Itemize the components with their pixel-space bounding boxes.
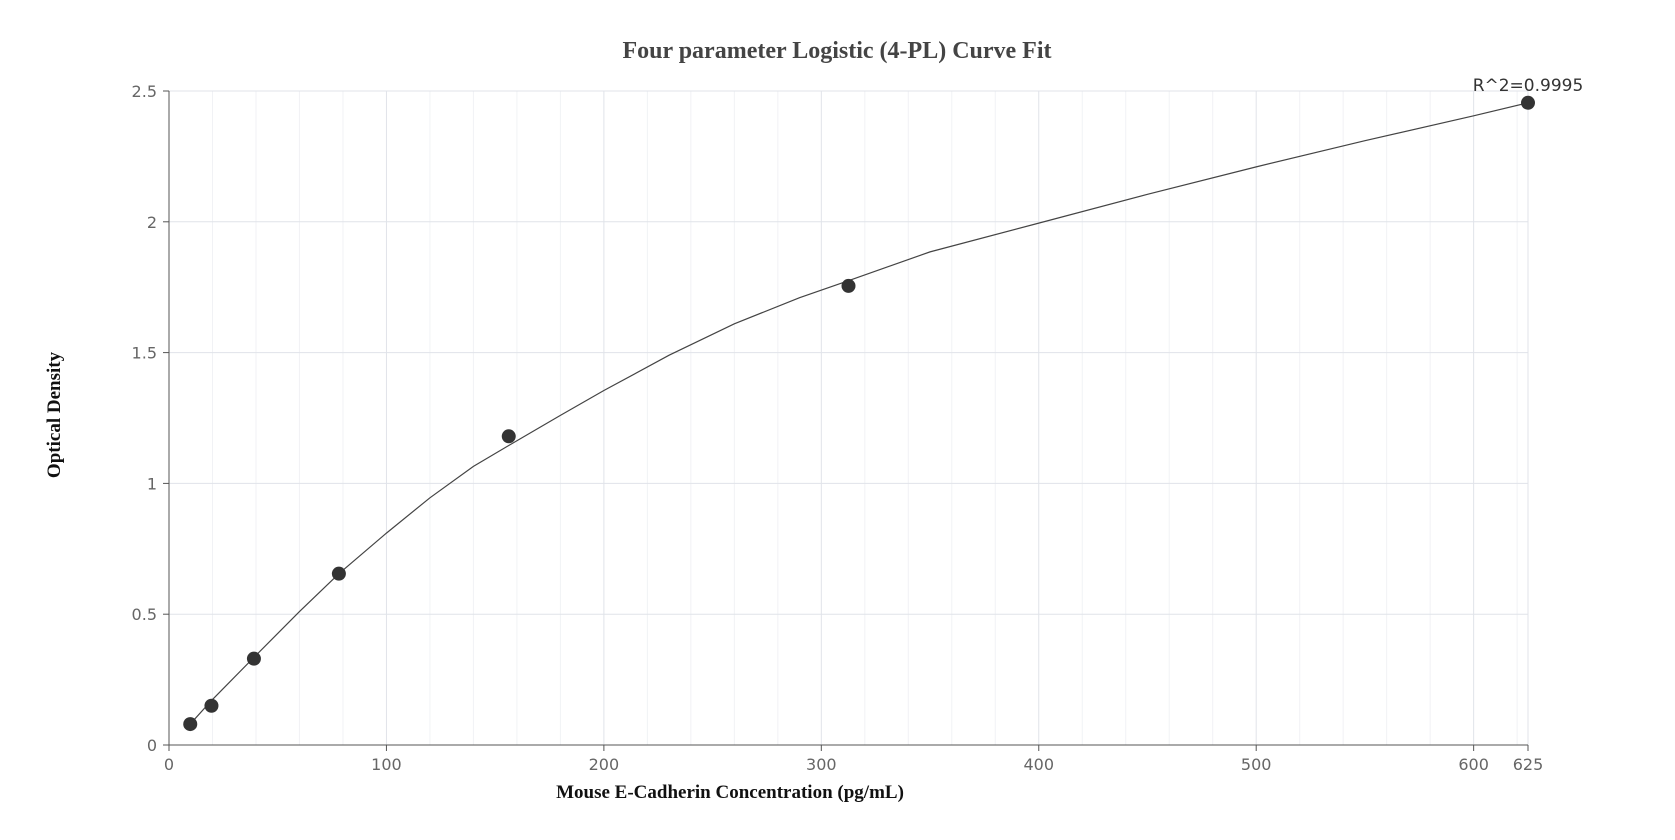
y-tick-label: 2.5 xyxy=(132,82,157,101)
fit-curve xyxy=(189,102,1529,725)
y-axis-label: Optical Density xyxy=(44,351,65,478)
data-point xyxy=(331,566,346,581)
axes: 0 100 200 300 400 500 600 625 0 0.5 1 1.5 2 2.5 xyxy=(132,82,1544,774)
chart-title: Four parameter Logistic (4-PL) Curve Fit xyxy=(622,38,1051,64)
fit-curve-layer xyxy=(189,102,1529,725)
x-tick-label: 200 xyxy=(589,755,620,774)
grid xyxy=(169,90,1529,745)
x-tick-label: 300 xyxy=(806,755,837,774)
y-tick-label: 0.5 xyxy=(132,605,157,624)
x-tick-label: 400 xyxy=(1023,755,1054,774)
x-tick-label: 0 xyxy=(164,755,174,774)
x-tick-label: 100 xyxy=(371,755,402,774)
data-point xyxy=(501,429,516,444)
data-point xyxy=(204,698,219,713)
y-tick-label: 2 xyxy=(147,213,157,232)
data-point xyxy=(841,278,856,293)
y-tick-label: 0 xyxy=(147,736,157,755)
data-point xyxy=(183,717,198,732)
x-tick-label: 625 xyxy=(1513,755,1544,774)
y-tick-label: 1 xyxy=(147,474,157,493)
data-point xyxy=(1521,95,1535,110)
x-axis-label: Mouse E-Cadherin Concentration (pg/mL) xyxy=(556,782,904,803)
x-tick-label: 600 xyxy=(1458,755,1489,774)
data-points xyxy=(183,95,1535,732)
r-squared-annotation: R^2=0.9995 xyxy=(1473,76,1584,96)
data-point xyxy=(246,651,261,666)
x-tick-label: 500 xyxy=(1241,755,1272,774)
labels: Four parameter Logistic (4-PL) Curve Fit… xyxy=(44,38,1583,803)
y-tick-label: 1.5 xyxy=(132,344,157,363)
